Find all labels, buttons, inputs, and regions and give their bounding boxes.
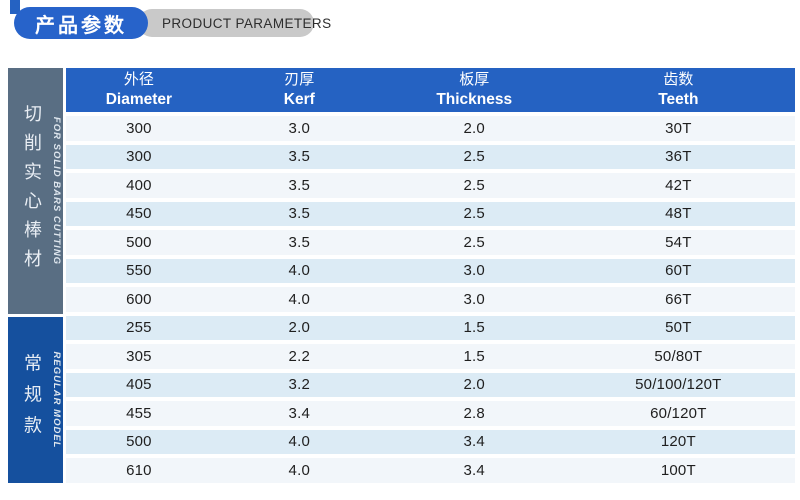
cell-teeth: 60/120T xyxy=(650,404,707,422)
column-header-en: Thickness xyxy=(436,90,513,108)
cell-thickness: 1.5 xyxy=(463,319,485,337)
table-row: 500 3.5 2.5 54T xyxy=(66,230,795,255)
sidebar-label-zh: 切削实心棒材 xyxy=(22,104,42,278)
column-header-zh: 外径 xyxy=(123,70,154,88)
cell-kerf: 4.0 xyxy=(288,290,310,308)
sidebar-section-solid-bars: 切削实心棒材 FOR SOLID BARS CUTTING xyxy=(8,68,63,314)
cell-diameter: 300 xyxy=(126,148,152,166)
cell-thickness: 2.5 xyxy=(463,233,485,251)
cell-thickness: 2.8 xyxy=(463,404,485,422)
cell-kerf: 3.0 xyxy=(288,119,310,137)
title-badge: PRODUCT PARAMETERS 产品参数 xyxy=(0,0,340,48)
cell-diameter: 500 xyxy=(126,233,152,251)
cell-kerf: 3.4 xyxy=(288,404,310,422)
cell-diameter: 600 xyxy=(126,290,152,308)
column-header-zh: 刃厚 xyxy=(284,70,315,88)
cell-kerf: 4.0 xyxy=(288,433,310,451)
cell-kerf: 4.0 xyxy=(288,262,310,280)
table-row: 455 3.4 2.8 60/120T xyxy=(66,401,795,426)
table-header-row: 外径 Diameter 刃厚 Kerf 板厚 Thickness 齿数 Teet… xyxy=(66,68,795,112)
cell-thickness: 2.5 xyxy=(463,205,485,223)
cell-diameter: 305 xyxy=(126,347,152,365)
table-row: 600 4.0 3.0 66T xyxy=(66,287,795,312)
column-header-zh: 齿数 xyxy=(663,70,694,88)
column-header-en: Kerf xyxy=(283,90,315,108)
cell-diameter: 550 xyxy=(126,262,152,280)
sidebar-label-zh: 常规款 xyxy=(22,353,42,447)
cell-teeth: 66T xyxy=(665,290,692,308)
title-badge-english: PRODUCT PARAMETERS xyxy=(138,9,331,37)
column-header-en: Diameter xyxy=(105,90,173,108)
table-row: 500 4.0 3.4 120T xyxy=(66,429,795,454)
cell-teeth: 54T xyxy=(665,233,692,251)
table-row: 610 4.0 3.4 100T xyxy=(66,458,795,483)
cell-teeth: 50/100/120T xyxy=(635,376,722,394)
cell-teeth: 60T xyxy=(665,262,692,280)
column-header-en: Teeth xyxy=(658,90,699,108)
cell-diameter: 405 xyxy=(126,376,152,394)
column-header-kerf: 刃厚 Kerf xyxy=(212,68,387,112)
cell-diameter: 455 xyxy=(126,404,152,422)
cell-teeth: 36T xyxy=(665,148,692,166)
table-body: 300 3.0 2.0 30T 300 3.5 2.5 36T 400 3.5 … xyxy=(66,116,795,483)
cell-teeth: 42T xyxy=(665,176,692,194)
cell-thickness: 2.5 xyxy=(463,148,485,166)
cell-thickness: 2.0 xyxy=(463,119,485,137)
sidebar-label-en: REGULAR MODEL xyxy=(51,351,62,449)
table-row: 405 3.2 2.0 50/100/120T xyxy=(66,372,795,397)
badge-notch-shape xyxy=(10,0,20,14)
cell-kerf: 3.5 xyxy=(288,233,310,251)
cell-thickness: 3.0 xyxy=(463,262,485,280)
table-row: 550 4.0 3.0 60T xyxy=(66,258,795,283)
cell-kerf: 2.0 xyxy=(288,319,310,337)
cell-diameter: 400 xyxy=(126,176,152,194)
cell-teeth: 30T xyxy=(665,119,692,137)
cell-diameter: 610 xyxy=(126,461,152,479)
cell-teeth: 48T xyxy=(665,205,692,223)
table-row: 450 3.5 2.5 48T xyxy=(66,201,795,226)
table-row: 400 3.5 2.5 42T xyxy=(66,173,795,198)
cell-thickness: 2.5 xyxy=(463,176,485,194)
column-header-zh: 板厚 xyxy=(459,70,490,88)
cell-thickness: 3.0 xyxy=(463,290,485,308)
table-row: 300 3.5 2.5 36T xyxy=(66,144,795,169)
cell-teeth: 100T xyxy=(660,461,696,479)
cell-kerf: 2.2 xyxy=(288,347,310,365)
cell-diameter: 300 xyxy=(126,119,152,137)
cell-diameter: 450 xyxy=(126,205,152,223)
column-header-diameter: 外径 Diameter xyxy=(66,68,212,112)
table-row: 305 2.2 1.5 50/80T xyxy=(66,344,795,369)
table-row: 255 2.0 1.5 50T xyxy=(66,315,795,340)
cell-kerf: 4.0 xyxy=(288,461,310,479)
title-badge-chinese: 产品参数 xyxy=(14,7,148,39)
cell-teeth: 50T xyxy=(665,319,692,337)
cell-thickness: 2.0 xyxy=(463,376,485,394)
cell-kerf: 3.5 xyxy=(288,205,310,223)
sidebar-label-en: FOR SOLID BARS CUTTING xyxy=(51,116,62,266)
table-row: 300 3.0 2.0 30T xyxy=(66,116,795,141)
cell-teeth: 50/80T xyxy=(654,347,703,365)
cell-diameter: 255 xyxy=(126,319,152,337)
cell-diameter: 500 xyxy=(126,433,152,451)
sidebar-section-regular-model: 常规款 REGULAR MODEL xyxy=(8,317,63,483)
cell-kerf: 3.5 xyxy=(288,176,310,194)
column-header-teeth: 齿数 Teeth xyxy=(562,68,795,112)
column-header-thickness: 板厚 Thickness xyxy=(387,68,562,112)
cell-kerf: 3.5 xyxy=(288,148,310,166)
cell-thickness: 1.5 xyxy=(463,347,485,365)
cell-teeth: 120T xyxy=(660,433,696,451)
cell-thickness: 3.4 xyxy=(463,433,485,451)
cell-thickness: 3.4 xyxy=(463,461,485,479)
cell-kerf: 3.2 xyxy=(288,376,310,394)
